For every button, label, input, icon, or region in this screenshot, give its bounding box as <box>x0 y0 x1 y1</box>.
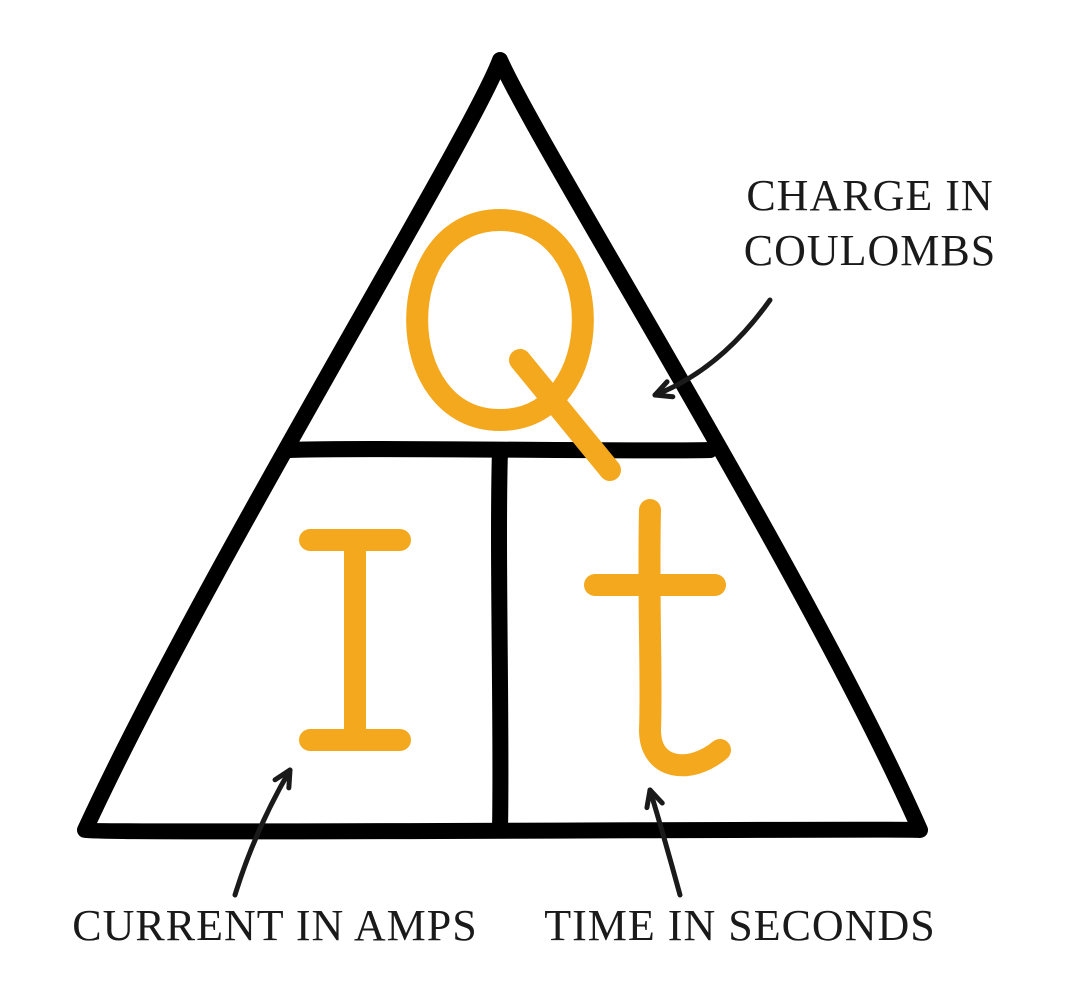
arrow-to-t <box>647 790 680 895</box>
symbol-i <box>310 540 400 740</box>
label-charge-line1: CHARGE IN <box>746 171 993 220</box>
symbol-q <box>417 220 610 470</box>
label-charge-line2: COULOMBS <box>744 226 997 275</box>
formula-triangle-diagram: CHARGE IN COULOMBS CURRENT IN AMPS TIME … <box>0 0 1065 1000</box>
label-time: TIME IN SECONDS <box>544 901 935 950</box>
arrow-to-q <box>655 300 770 397</box>
symbol-t <box>595 510 720 765</box>
divider-vertical <box>499 450 500 830</box>
label-current: CURRENT IN AMPS <box>72 901 477 950</box>
